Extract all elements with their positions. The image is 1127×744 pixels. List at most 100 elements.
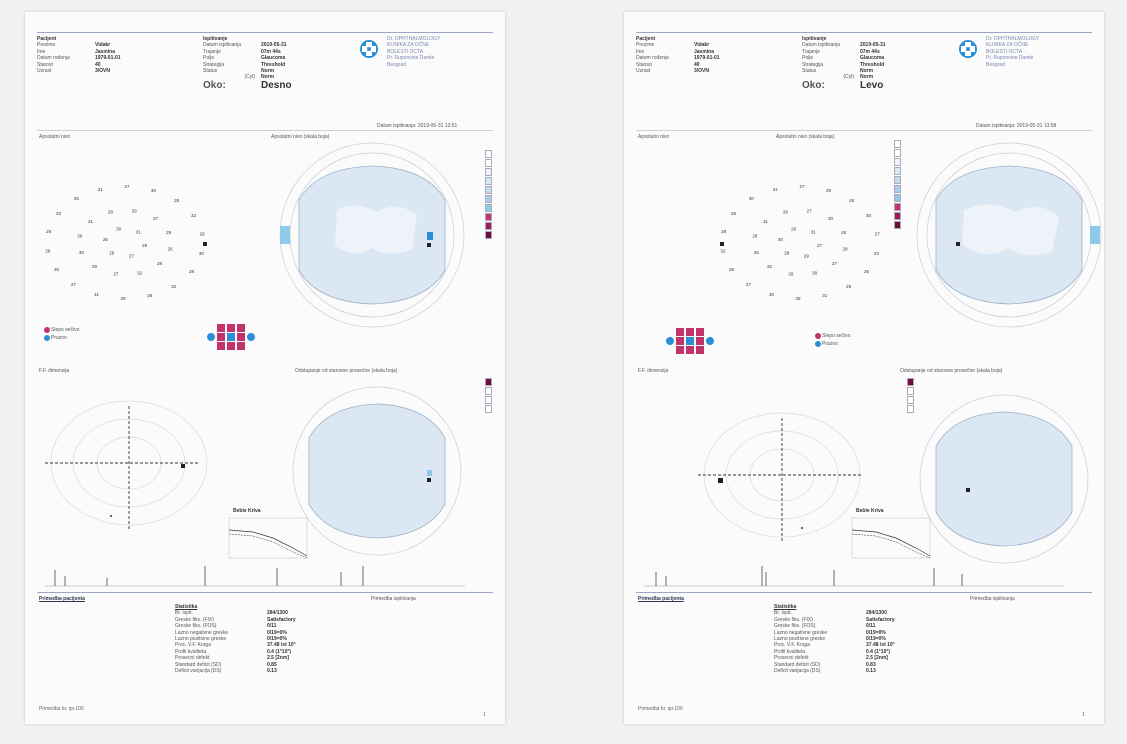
strategy-value: Threshold	[261, 61, 286, 68]
report-page-left-eye: Pacijent Prezime Vidakr Ime Jasmina Datum …	[624, 12, 1104, 724]
stat-value: 284/1300	[267, 610, 288, 617]
sensitivity-value: 27	[807, 209, 813, 214]
exam-timestamp: Datum ispitivanja: 2019-05-31 13:58	[976, 123, 1057, 129]
stat-value: 0.4 (1°10°)	[866, 648, 891, 655]
stat-label: Proc. V.F. Kruga	[774, 642, 810, 649]
status-label: Status	[203, 68, 218, 75]
sensitivity-value: 29	[826, 188, 832, 193]
stat-label: Proc. V.F. Kruga	[175, 642, 211, 649]
sensitivity-value: 31	[94, 292, 100, 297]
status-value: Norm	[860, 68, 874, 75]
sensitivity-value: 27	[875, 232, 881, 237]
clinic-logo-icon	[959, 40, 977, 58]
sensitivity-value: 29	[804, 253, 810, 258]
threshold-map-title: Apsolutni nivo	[39, 134, 71, 140]
edge-patch	[280, 226, 290, 244]
duration-value: 07m 44s	[261, 48, 281, 55]
fluctuation-bar-chart	[644, 566, 1064, 587]
eye-value: Desno	[261, 79, 292, 91]
age-value: 40	[95, 61, 101, 68]
sensitivity-value: 29	[788, 271, 794, 276]
sensitivity-value: 28	[849, 198, 855, 203]
grayscale-field-map	[279, 142, 465, 328]
name-value: Jasmina	[694, 48, 715, 55]
sensitivity-value: 33	[874, 251, 880, 256]
stat-value: Satisfactory	[866, 616, 895, 623]
exam-date-value: 2019-05-31	[860, 42, 886, 49]
bebie-curve-title: Bebie Kriva	[233, 508, 261, 514]
exam-heading: Ispitivanje	[802, 36, 827, 42]
clinic-line: Beograd	[387, 61, 406, 68]
sensitivity-value: 29	[166, 230, 172, 235]
grayscale-field-map	[916, 142, 1102, 328]
sensitivity-value: 32	[171, 284, 177, 289]
sensitivity-value: 28	[784, 251, 790, 256]
stat-value: 0.13	[267, 668, 277, 675]
group-value: 3/OVN	[694, 68, 710, 75]
deviation-field-map	[292, 386, 462, 556]
deviation-scale-legend	[485, 378, 492, 414]
sensitivity-value: 30	[812, 270, 818, 275]
patient-info-block: Pacijent Prezime Vidakr Ime Jasmina Datum …	[37, 36, 121, 74]
cyl-value: Norm	[261, 74, 275, 81]
name-value: Jasmina	[95, 48, 116, 55]
stat-label: Prosecni defekt	[774, 655, 809, 662]
age-label: Starost	[37, 61, 53, 68]
duration-label: Trajanje	[802, 48, 820, 55]
duration-value: 07m 44s	[860, 48, 880, 55]
section-rule	[636, 130, 1092, 131]
sensitivity-value: 30	[151, 188, 157, 193]
stats-rule	[636, 592, 1092, 593]
stat-value: 0/19=0%	[267, 636, 287, 643]
exam-date-value: 2019-05-31	[261, 42, 287, 49]
sensitivity-value: 30	[79, 250, 85, 255]
clinic-line: BOLESTI OCTA	[986, 48, 1023, 55]
statistics-heading: Statistika	[774, 604, 797, 610]
surname-label: Prezime	[636, 42, 655, 49]
ff-title: F.F. dimenzija	[39, 368, 70, 374]
cyl-label: (Cyl)	[843, 74, 854, 81]
age-label: Starost	[636, 61, 652, 68]
stat-value: 0.4 (1°10°)	[267, 648, 292, 655]
sensitivity-value: 31	[88, 219, 94, 224]
sensitivity-value: 26	[147, 293, 153, 298]
sensitivity-value: 30	[54, 267, 60, 272]
sensitivity-value: 32	[191, 213, 197, 218]
clinic-address: Dr. OPHTHALMOLOGY KLINIKA ZA OČNE BOLEST…	[986, 36, 1039, 68]
stat-label: Profil kvaliteta	[774, 648, 806, 655]
stat-value: Satisfactory	[267, 616, 296, 623]
statistics-table: Statistika Br. ispit. 284/1300 Greske fik…	[774, 604, 895, 674]
sensitivity-value: 27	[799, 184, 805, 189]
blind-spot-marker	[203, 242, 207, 246]
footer-note: Primedba br. ipr.106	[39, 706, 84, 712]
sensitivity-value: 28	[841, 230, 847, 235]
patient-remarks-heading: Primedba pacijenta	[39, 596, 85, 602]
exam-heading: Ispitivanje	[203, 36, 228, 42]
stat-label: Greske fiks. (FOS)	[175, 623, 217, 630]
stat-value: 0.13	[866, 668, 876, 675]
exam-date-label: Datum ispitivanja	[802, 42, 841, 49]
deviation-map-title: Odstupanje od starosne prosečne (skala b…	[900, 368, 1003, 374]
stat-value: 0.83	[866, 661, 876, 668]
sensitivity-value: 26	[74, 196, 80, 201]
sensitivity-value: 30	[749, 196, 755, 201]
legend-empty: Prazno	[51, 335, 67, 341]
sensitivity-value: 31	[773, 187, 779, 192]
sensitivity-value: 28	[174, 198, 180, 203]
sensitivity-value: 30	[866, 213, 872, 218]
threshold-numeric-map: 28 27 29 26 30 31 25 28 32 27 29 30 26 31 28 33 27 29 30 28…	[45, 184, 207, 301]
header-rule	[37, 32, 493, 33]
sensitivity-grid: 27 29 28 30 26 31 28 27 30 29 32 26 28 31 29 27 30 28 33 26…	[720, 184, 880, 301]
eye-label: Oko:	[203, 79, 226, 91]
patient-remarks-heading: Primedba pacijenta	[638, 596, 684, 602]
sensitivity-value: 27	[129, 253, 135, 258]
page-number: 1	[483, 712, 486, 718]
stat-label: Prosecni defekt	[175, 655, 210, 662]
sensitivity-value: 26	[791, 227, 797, 232]
sensitivity-value: 31	[811, 230, 817, 235]
stats-rule	[37, 592, 493, 593]
sensitivity-value: 30	[116, 227, 122, 232]
sensitivity-value: 29	[729, 267, 735, 272]
duration-label: Trajanje	[203, 48, 221, 55]
sensitivity-value: 25	[168, 246, 174, 251]
